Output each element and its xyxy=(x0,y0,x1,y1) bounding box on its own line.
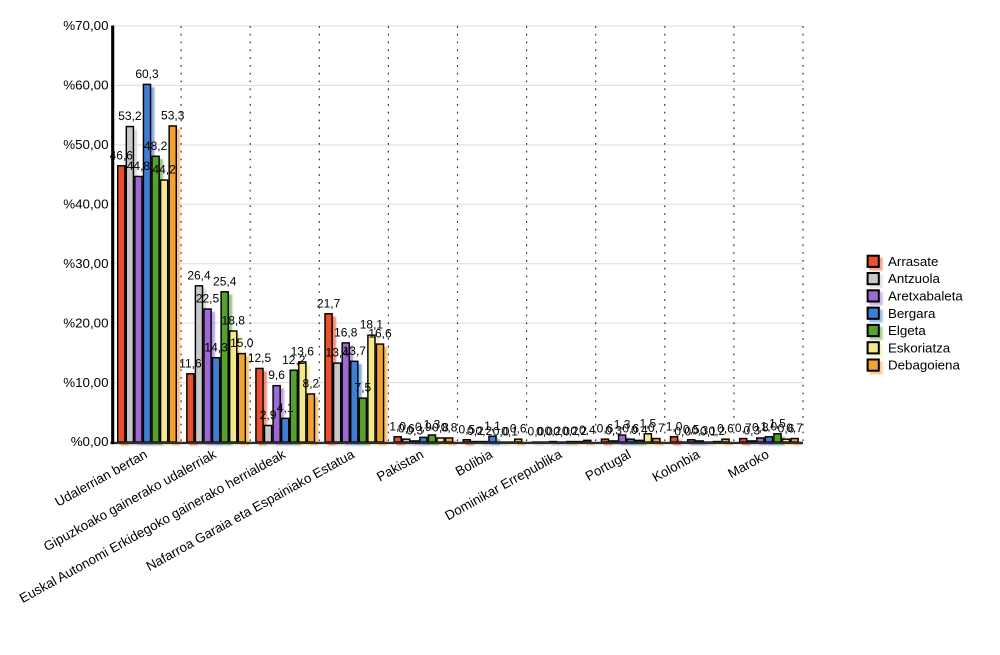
svg-text:7,5: 7,5 xyxy=(355,381,372,395)
svg-text:Aretxabaleta: Aretxabaleta xyxy=(888,289,963,304)
svg-text:18,8: 18,8 xyxy=(222,314,246,328)
svg-text:%30,00: %30,00 xyxy=(63,256,108,271)
svg-text:Eskoriatza: Eskoriatza xyxy=(888,340,951,355)
svg-text:13,6: 13,6 xyxy=(291,345,315,359)
svg-text:4,1: 4,1 xyxy=(277,401,294,415)
svg-text:21,7: 21,7 xyxy=(317,296,341,310)
svg-text:9,6: 9,6 xyxy=(268,368,285,382)
svg-text:Debagoiena: Debagoiena xyxy=(888,358,960,373)
svg-text:0,7: 0,7 xyxy=(648,421,665,435)
svg-text:%60,00: %60,00 xyxy=(63,78,108,93)
svg-text:53,2: 53,2 xyxy=(118,109,142,123)
svg-text:15,0: 15,0 xyxy=(230,336,254,350)
svg-text:%40,00: %40,00 xyxy=(63,197,108,212)
svg-text:Antzuola: Antzuola xyxy=(888,271,940,286)
svg-text:16,8: 16,8 xyxy=(334,326,358,340)
svg-text:%10,00: %10,00 xyxy=(63,375,108,390)
svg-text:0,4: 0,4 xyxy=(579,423,596,437)
svg-text:0,6: 0,6 xyxy=(510,422,527,436)
svg-text:12,5: 12,5 xyxy=(248,351,272,365)
svg-text:22,5: 22,5 xyxy=(196,292,220,306)
svg-text:16,6: 16,6 xyxy=(368,327,392,341)
svg-text:0,6: 0,6 xyxy=(717,422,734,436)
svg-text:26,4: 26,4 xyxy=(187,268,211,282)
svg-text:48,2: 48,2 xyxy=(144,139,168,153)
svg-text:14,3: 14,3 xyxy=(204,340,228,354)
svg-text:25,4: 25,4 xyxy=(213,274,237,288)
svg-text:11,6: 11,6 xyxy=(179,356,202,370)
svg-text:44,2: 44,2 xyxy=(152,163,176,177)
svg-text:8,2: 8,2 xyxy=(303,377,320,391)
svg-text:60,3: 60,3 xyxy=(135,67,159,81)
svg-text:%0,00: %0,00 xyxy=(71,434,109,449)
svg-text:%50,00: %50,00 xyxy=(63,137,108,152)
svg-text:%20,00: %20,00 xyxy=(63,315,108,330)
svg-text:44,8: 44,8 xyxy=(127,159,151,173)
svg-text:53,3: 53,3 xyxy=(161,109,185,123)
svg-text:2,9: 2,9 xyxy=(260,408,277,422)
svg-text:Arrasate: Arrasate xyxy=(888,254,938,269)
svg-text:%70,00: %70,00 xyxy=(63,18,108,33)
svg-text:13,7: 13,7 xyxy=(343,344,367,358)
svg-text:Bergara: Bergara xyxy=(888,306,936,321)
svg-text:0,8: 0,8 xyxy=(441,421,458,435)
svg-text:Elgeta: Elgeta xyxy=(888,323,926,338)
svg-text:0,7: 0,7 xyxy=(786,421,803,435)
